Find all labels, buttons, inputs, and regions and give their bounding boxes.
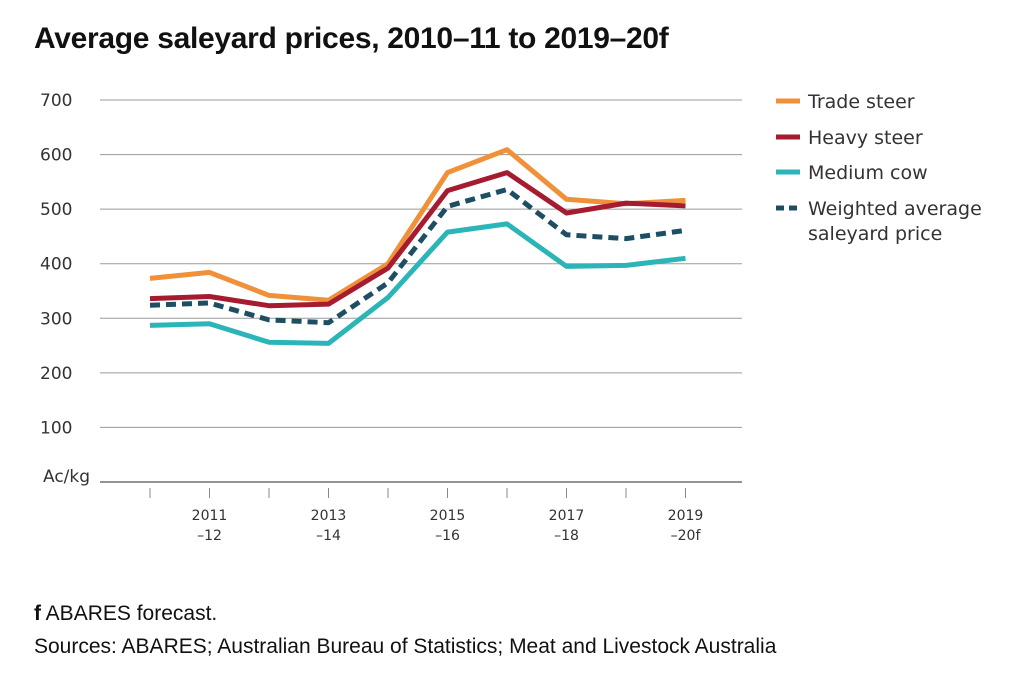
legend-label-3: Weighted average [808, 198, 982, 220]
x-tick-label-9: 2019 [668, 508, 704, 524]
sources-note: Sources: ABARES; Australian Bureau of St… [34, 635, 777, 658]
grid-lines [100, 99, 742, 428]
x-tick-sublabel-7: –18 [554, 528, 579, 544]
legend-label-2: Medium cow [808, 162, 928, 184]
x-tick-sublabel-3: –14 [316, 528, 341, 544]
x-tick-sublabel-5: –16 [435, 528, 460, 544]
series-line-2 [149, 221, 686, 346]
y-axis-unit-label: Ac/kg [43, 467, 90, 487]
series-line-3 [149, 187, 686, 326]
legend-label-1: Heavy steer [808, 127, 923, 149]
y-axis-tick-labels: 100 200 300 400 500 600 700 [40, 91, 72, 438]
x-axis: 2011 –12 2013 –14 2015 –16 2017 –18 2019 –20f [100, 481, 742, 544]
forecast-note-text: ABARES forecast. [41, 602, 218, 625]
series-line-0 [149, 147, 686, 303]
x-tick-sublabel-9: –20f [671, 528, 702, 544]
x-tick-label-1: 2011 [192, 508, 228, 524]
legend: Trade steer Heavy steer Medium cow Weighted… [776, 91, 982, 245]
y-tick-label-700: 700 [40, 91, 72, 111]
y-tick-label-300: 300 [40, 309, 72, 329]
series-lines [149, 147, 686, 346]
legend-label-0: Trade steer [807, 91, 915, 113]
y-tick-label-200: 200 [40, 364, 72, 384]
series-line-1 [149, 170, 686, 309]
chart-title: Average saleyard prices, 2010–11 to 2019… [34, 22, 669, 55]
x-tick-sublabel-1: –12 [197, 528, 222, 544]
legend-label-3-line2: saleyard price [808, 223, 942, 245]
y-tick-label-500: 500 [40, 200, 72, 220]
forecast-marker: f [34, 602, 41, 625]
y-tick-label-100: 100 [40, 418, 72, 438]
y-tick-label-600: 600 [40, 146, 72, 166]
y-tick-label-400: 400 [40, 255, 72, 275]
x-tick-label-3: 2013 [311, 508, 347, 524]
forecast-note: f ABARES forecast. [34, 597, 776, 630]
x-tick-label-5: 2015 [430, 508, 466, 524]
footnote: f ABARES forecast. Sources: ABARES; Aust… [34, 597, 776, 663]
x-tick-label-7: 2017 [549, 508, 585, 524]
